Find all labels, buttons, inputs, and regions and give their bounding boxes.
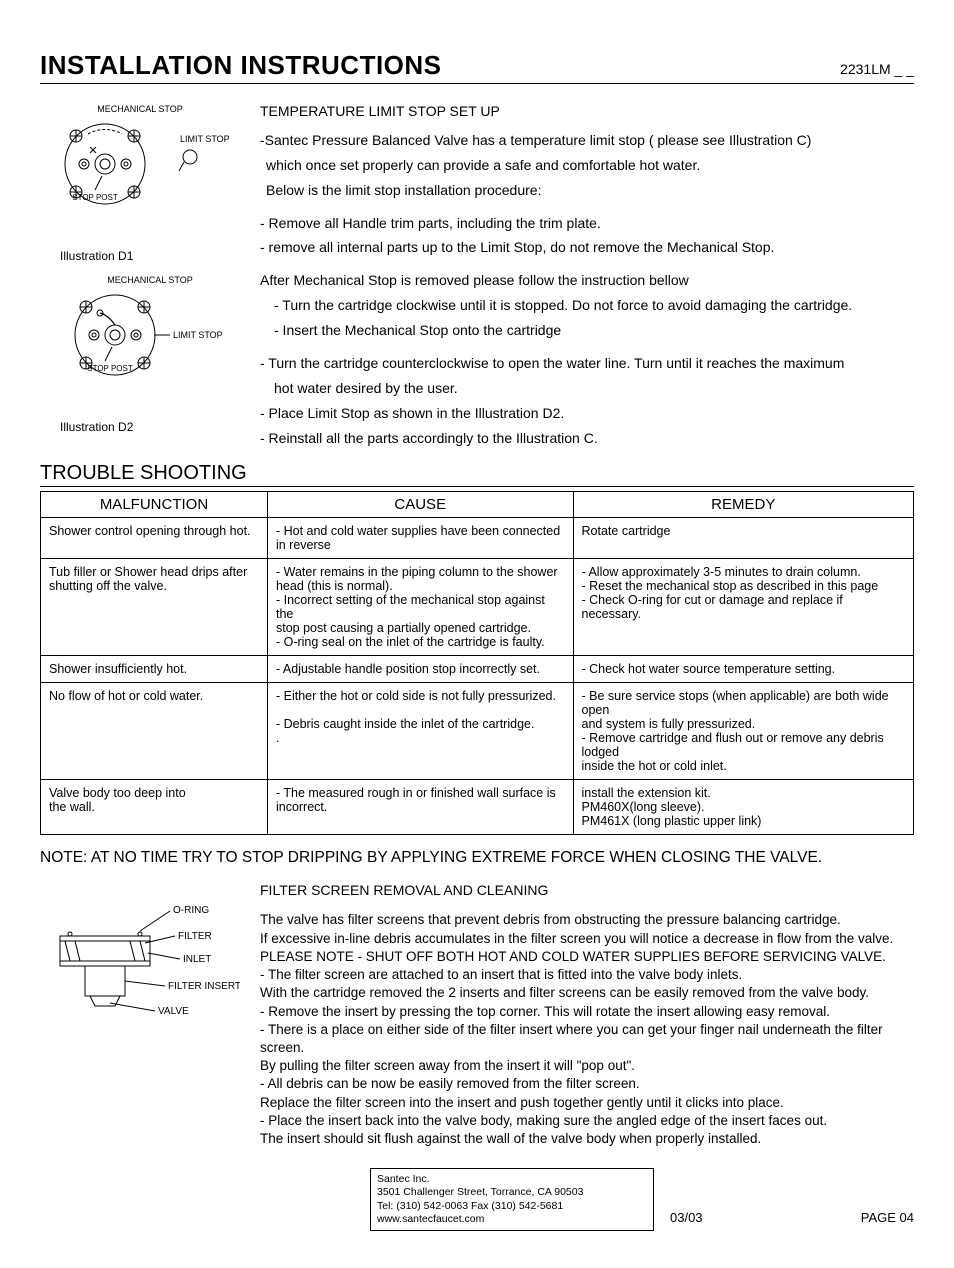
filter-b3: - There is a place on either side of the…: [260, 1021, 914, 1057]
table-row: Tub filler or Shower head drips after sh…: [41, 558, 914, 655]
valve-diagram-d1-icon: MECHANICAL STOP STOP P: [40, 102, 240, 242]
troubleshooting-heading: TROUBLE SHOOTING: [40, 462, 914, 487]
doc-date: 03/03: [670, 1210, 703, 1225]
svg-text:INLET: INLET: [183, 954, 211, 965]
table-cell: - The measured rough in or finished wall…: [267, 779, 573, 834]
svg-text:O-RING: O-RING: [173, 905, 209, 916]
table-cell: - Hot and cold water supplies have been …: [267, 517, 573, 558]
table-cell: No flow of hot or cold water.: [41, 682, 268, 779]
temp-b4: - Insert the Mechanical Stop onto the ca…: [260, 321, 914, 340]
table-cell: - Either the hot or cold side is not ful…: [267, 682, 573, 779]
svg-text:STOP POST: STOP POST: [72, 193, 118, 202]
valve-diagram-d2-icon: MECHANICAL STOP LIMIT STOP STOP: [40, 273, 240, 413]
temp-p1a: -Santec Pressure Balanced Valve has a te…: [260, 131, 914, 150]
filter-b2: - Remove the insert by pressing the top …: [260, 1003, 914, 1021]
temp-b3: - Turn the cartridge clockwise until it …: [260, 296, 914, 315]
table-cell: Shower insufficiently hot.: [41, 655, 268, 682]
table-cell: - Allow approximately 3-5 minutes to dra…: [573, 558, 913, 655]
svg-text:STOP POST: STOP POST: [87, 364, 133, 373]
table-cell: - Adjustable handle position stop incorr…: [267, 655, 573, 682]
filter-b4b: Replace the filter screen into the inser…: [260, 1094, 914, 1112]
temp-b1: - Remove all Handle trim parts, includin…: [260, 214, 914, 233]
table-header-row: MALFUNCTION CAUSE REMEDY: [41, 491, 914, 517]
table-cell: - Be sure service stops (when applicable…: [573, 682, 913, 779]
table-cell: - Check hot water source temperature set…: [573, 655, 913, 682]
col-remedy: REMEDY: [573, 491, 913, 517]
temp-b7: - Reinstall all the parts accordingly to…: [260, 429, 914, 448]
temp-b2: - remove all internal parts up to the Li…: [260, 238, 914, 257]
illustration-d2-caption: Illustration D2: [40, 420, 240, 434]
troubleshooting-table: MALFUNCTION CAUSE REMEDY Shower control …: [40, 491, 914, 835]
svg-text:VALVE: VALVE: [158, 1006, 189, 1017]
filter-b5b: The insert should sit flush against the …: [260, 1130, 914, 1148]
filter-b4: - All debris can be now be easily remove…: [260, 1075, 914, 1093]
top-section: MECHANICAL STOP STOP P: [40, 102, 914, 454]
table-row: No flow of hot or cold water.- Either th…: [41, 682, 914, 779]
company-name: Santec Inc.: [377, 1173, 647, 1186]
company-tel: Tel: (310) 542-0063 Fax (310) 542-5681: [377, 1200, 647, 1213]
table-row: Shower control opening through hot.- Hot…: [41, 517, 914, 558]
col-cause: CAUSE: [267, 491, 573, 517]
filter-heading: FILTER SCREEN REMOVAL AND CLEANING: [260, 881, 914, 900]
filter-b1: - The filter screen are attached to an i…: [260, 966, 914, 984]
table-cell: Shower control opening through hot.: [41, 517, 268, 558]
company-box: Santec Inc. 3501 Challenger Street, Torr…: [370, 1168, 654, 1231]
temp-setup-text: TEMPERATURE LIMIT STOP SET UP -Santec Pr…: [260, 102, 914, 454]
temp-p1b: which once set properly can provide a sa…: [260, 156, 914, 175]
page-number: PAGE 04: [861, 1210, 914, 1225]
svg-text:FILTER INSERT: FILTER INSERT: [168, 981, 240, 992]
svg-text:MECHANICAL STOP: MECHANICAL STOP: [107, 275, 193, 285]
table-cell: - Water remains in the piping column to …: [267, 558, 573, 655]
filter-b3b: By pulling the filter screen away from t…: [260, 1057, 914, 1075]
temp-setup-heading: TEMPERATURE LIMIT STOP SET UP: [260, 102, 914, 121]
temp-b5b: hot water desired by the user.: [260, 379, 914, 398]
table-cell: install the extension kit. PM460X(long s…: [573, 779, 913, 834]
illustration-d2: MECHANICAL STOP LIMIT STOP STOP: [40, 273, 240, 434]
header: INSTALLATION INSTRUCTIONS 2231LM _ _: [40, 50, 914, 84]
table-cell: Rotate cartridge: [573, 517, 913, 558]
temp-p2: After Mechanical Stop is removed please …: [260, 271, 914, 290]
footer: Santec Inc. 3501 Challenger Street, Torr…: [40, 1168, 914, 1238]
table-row: Shower insufficiently hot.- Adjustable h…: [41, 655, 914, 682]
illustration-d1-caption: Illustration D1: [40, 249, 240, 263]
temp-b6: - Place Limit Stop as shown in the Illus…: [260, 404, 914, 423]
svg-text:LIMIT STOP: LIMIT STOP: [180, 134, 230, 144]
model-number: 2231LM _ _: [840, 61, 914, 77]
table-row: Valve body too deep into the wall.- The …: [41, 779, 914, 834]
page-title: INSTALLATION INSTRUCTIONS: [40, 50, 442, 81]
col-malfunction: MALFUNCTION: [41, 491, 268, 517]
table-cell: Valve body too deep into the wall.: [41, 779, 268, 834]
table-cell: Tub filler or Shower head drips after sh…: [41, 558, 268, 655]
filter-b5: - Place the insert back into the valve b…: [260, 1112, 914, 1130]
temp-p1c: Below is the limit stop installation pro…: [260, 181, 914, 200]
filter-text: FILTER SCREEN REMOVAL AND CLEANING The v…: [260, 881, 914, 1149]
filter-section: O-RING FILTER INLET FILTER INSERT VALVE …: [40, 881, 914, 1149]
filter-illustration: O-RING FILTER INLET FILTER INSERT VALVE: [40, 881, 240, 1149]
filter-p3: PLEASE NOTE - SHUT OFF BOTH HOT AND COLD…: [260, 948, 914, 966]
illustration-d1: MECHANICAL STOP STOP P: [40, 102, 240, 263]
company-web: www.santecfaucet.com: [377, 1213, 647, 1226]
svg-text:MECHANICAL STOP: MECHANICAL STOP: [97, 104, 183, 114]
filter-p2: If excessive in-line debris accumulates …: [260, 930, 914, 948]
force-note: NOTE: AT NO TIME TRY TO STOP DRIPPING BY…: [40, 849, 914, 867]
svg-text:FILTER: FILTER: [178, 931, 212, 942]
illustration-column: MECHANICAL STOP STOP P: [40, 102, 240, 454]
filter-p1: The valve has filter screens that preven…: [260, 911, 914, 929]
temp-b5a: - Turn the cartridge counterclockwise to…: [260, 354, 914, 373]
filter-diagram-icon: O-RING FILTER INLET FILTER INSERT VALVE: [40, 881, 240, 1041]
svg-text:LIMIT STOP: LIMIT STOP: [173, 330, 223, 340]
filter-b1b: With the cartridge removed the 2 inserts…: [260, 984, 914, 1002]
company-addr: 3501 Challenger Street, Torrance, CA 905…: [377, 1186, 647, 1199]
